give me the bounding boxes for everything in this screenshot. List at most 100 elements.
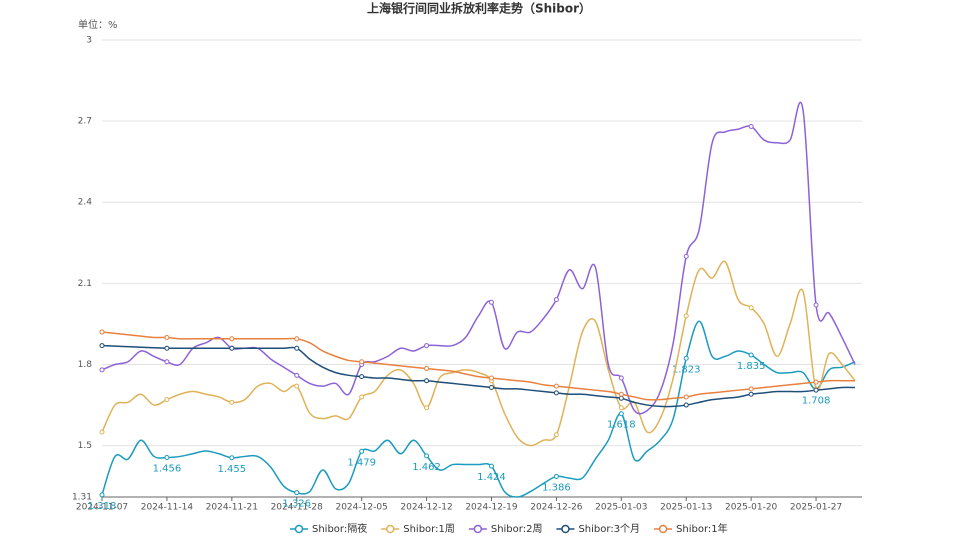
point bbox=[164, 345, 170, 351]
y-tick-label: 2.4 bbox=[78, 198, 93, 208]
point bbox=[748, 352, 754, 358]
point bbox=[488, 463, 494, 469]
point bbox=[748, 391, 754, 397]
data-label: 1.318 bbox=[88, 501, 117, 512]
point bbox=[424, 453, 430, 459]
x-tick-label: 2024-11-07 bbox=[76, 503, 128, 513]
data-label: 1.326 bbox=[282, 499, 311, 510]
data-label: 1.479 bbox=[347, 457, 376, 468]
point bbox=[683, 313, 689, 319]
legend-label: Shibor:2周 bbox=[491, 523, 543, 535]
point bbox=[359, 448, 365, 454]
point bbox=[748, 124, 754, 130]
point bbox=[294, 490, 300, 496]
legend-item: Shibor:1年 bbox=[654, 522, 728, 535]
y-tick-label: 2.1 bbox=[78, 279, 92, 289]
legend-swatch-dot bbox=[385, 524, 395, 534]
point bbox=[294, 383, 300, 389]
data-label: 1.708 bbox=[802, 395, 831, 406]
data-label: 1.835 bbox=[737, 361, 766, 372]
legend-label: Shibor:1周 bbox=[403, 523, 455, 535]
y-tick-label: 2.7 bbox=[78, 117, 92, 127]
legend-item: Shibor:2周 bbox=[468, 523, 543, 535]
point bbox=[359, 359, 365, 365]
x-tick-label: 2024-12-26 bbox=[530, 503, 583, 513]
point bbox=[229, 399, 235, 405]
x-tick-label: 2025-01-20 bbox=[725, 503, 778, 513]
legend-swatch-dot bbox=[658, 524, 668, 534]
point bbox=[618, 395, 624, 401]
x-tick-label: 2024-11-28 bbox=[271, 503, 324, 513]
series-line bbox=[101, 260, 856, 447]
data-label: 1.823 bbox=[672, 364, 701, 375]
point bbox=[683, 355, 689, 361]
y-tick-label: 3 bbox=[86, 36, 92, 46]
legend-swatch-dot bbox=[561, 524, 570, 534]
point bbox=[294, 336, 300, 342]
legend-item: Shibor:3个月 bbox=[556, 523, 640, 535]
point bbox=[813, 379, 819, 385]
point bbox=[683, 394, 689, 400]
x-tick-label: 2024-12-19 bbox=[465, 503, 518, 513]
point bbox=[99, 343, 105, 349]
point bbox=[359, 394, 365, 400]
x-tick-label: 2025-01-27 bbox=[790, 503, 842, 513]
point bbox=[164, 359, 170, 365]
point bbox=[553, 390, 559, 396]
point bbox=[748, 386, 754, 392]
point bbox=[488, 375, 494, 381]
x-tick-label: 2025-01-03 bbox=[595, 503, 647, 513]
point bbox=[294, 345, 300, 351]
point bbox=[618, 405, 624, 411]
point bbox=[488, 384, 494, 390]
point bbox=[99, 367, 105, 373]
data-label: 1.386 bbox=[542, 482, 571, 493]
legend-item: Shibor:隔夜 bbox=[290, 522, 367, 535]
legend-label: Shibor:1年 bbox=[676, 522, 728, 535]
point bbox=[424, 366, 430, 372]
point bbox=[618, 411, 624, 417]
y-tick-label: 1.5 bbox=[78, 441, 92, 451]
point bbox=[229, 336, 235, 342]
point bbox=[748, 305, 754, 311]
point bbox=[99, 329, 105, 335]
point bbox=[683, 402, 689, 408]
point bbox=[618, 391, 624, 397]
point bbox=[424, 343, 430, 349]
point bbox=[488, 299, 494, 305]
legend-swatch-dot bbox=[473, 524, 483, 534]
point bbox=[553, 473, 559, 479]
point bbox=[359, 374, 365, 380]
series-line bbox=[101, 320, 856, 498]
x-tick-label: 2025-01-13 bbox=[660, 503, 712, 513]
legend-label: Shibor:隔夜 bbox=[312, 522, 367, 535]
point bbox=[683, 253, 689, 259]
point bbox=[164, 455, 170, 461]
series-line bbox=[101, 344, 856, 408]
point bbox=[553, 297, 559, 303]
point bbox=[164, 397, 170, 403]
point bbox=[229, 455, 235, 461]
point bbox=[618, 375, 624, 381]
point bbox=[553, 432, 559, 438]
legend-item: Shibor:1周 bbox=[381, 523, 455, 535]
point bbox=[553, 383, 559, 389]
point bbox=[424, 405, 430, 411]
y-tick-label: 1.8 bbox=[78, 360, 93, 370]
point bbox=[164, 334, 170, 340]
point bbox=[99, 492, 105, 498]
data-label: 1.424 bbox=[477, 472, 506, 483]
series-line bbox=[101, 331, 855, 401]
data-label: 1.455 bbox=[218, 464, 247, 475]
y-tick-label: 1.31 bbox=[72, 493, 92, 503]
point bbox=[229, 345, 235, 351]
chart-title: 上海银行间同业拆放利率走势（Shibor） bbox=[367, 1, 591, 16]
point bbox=[813, 387, 819, 393]
x-tick-label: 2024-11-14 bbox=[141, 503, 194, 513]
unit-label: 单位：% bbox=[78, 18, 118, 31]
data-label: 1.456 bbox=[153, 464, 182, 475]
x-tick-label: 2024-11-21 bbox=[206, 503, 258, 513]
point bbox=[813, 302, 819, 308]
data-label: 1.618 bbox=[607, 420, 636, 431]
